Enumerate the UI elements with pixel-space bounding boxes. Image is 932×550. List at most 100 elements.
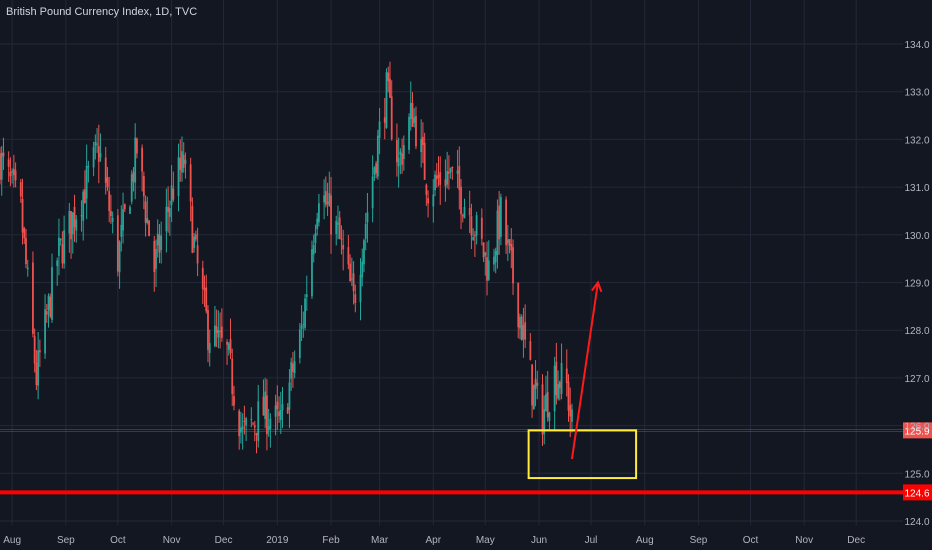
x-tick-label: Aug (636, 535, 654, 546)
candle-up (290, 357, 293, 391)
price-label-support: 124.6 (904, 488, 929, 499)
x-tick-label: Oct (743, 535, 759, 546)
arrow-shaft (570, 282, 599, 460)
candle-body (278, 411, 280, 416)
candle-down (262, 379, 265, 416)
candle-body (548, 412, 551, 421)
candle-up (446, 151, 449, 189)
candle-body (14, 170, 17, 181)
candle-up (75, 215, 78, 243)
candle-body (158, 234, 161, 253)
candle-up (146, 196, 149, 225)
candle-body (274, 405, 277, 417)
candle-up (361, 248, 364, 287)
candle-down (12, 154, 15, 188)
candle-body (316, 218, 319, 230)
candle-body (219, 331, 222, 333)
annotations[interactable] (527, 280, 638, 480)
candle-body (148, 220, 150, 237)
candle-down (49, 293, 52, 319)
x-tick-label: Nov (795, 535, 813, 546)
candle-down (354, 284, 357, 313)
candle-body (298, 329, 301, 359)
candle-body (519, 316, 521, 329)
candle-body (136, 138, 138, 154)
candle-body (122, 209, 124, 231)
candle-down (201, 260, 204, 305)
candle-down (435, 163, 438, 188)
candle-body (536, 382, 539, 386)
candle-body (279, 409, 282, 420)
candle-body (240, 427, 242, 433)
candle-down (229, 318, 232, 360)
candle-body (45, 311, 48, 315)
y-tick-label: 129.0 (904, 279, 929, 290)
candle-body (165, 206, 168, 232)
candle-down (292, 352, 294, 388)
candle-body (560, 363, 563, 394)
candle-up (359, 258, 362, 321)
candle-body (484, 252, 487, 256)
candle-body (44, 309, 46, 354)
candle-down (541, 374, 544, 446)
candle-body (364, 223, 367, 239)
candle-up (37, 331, 40, 400)
candle-down (524, 304, 527, 348)
candle-body (300, 325, 303, 329)
candle-body (545, 394, 547, 412)
candle-body (7, 159, 10, 167)
candle-up (184, 152, 187, 179)
candle-up (432, 179, 435, 223)
candle-up (366, 193, 369, 243)
x-tick-label: Nov (163, 535, 181, 546)
price-axis[interactable]: 124.0 125.0 126.0 127.0 128.0 129.0 130.0 131.0… (904, 40, 929, 528)
candle-up (56, 257, 59, 286)
candle-up (130, 170, 133, 205)
candle-body (120, 224, 123, 237)
candle-body (73, 206, 76, 228)
candle-down (286, 403, 289, 414)
candle-up (245, 416, 248, 442)
candle-down (136, 137, 138, 159)
horizontal-lines[interactable]: 124.6 125.9 (0, 422, 932, 501)
candle-down (338, 210, 341, 240)
candle-body (227, 343, 230, 350)
candle-body (63, 230, 66, 264)
candle-down (215, 309, 218, 348)
candle-body (108, 191, 111, 212)
candle-body (439, 172, 442, 185)
candle-down (383, 97, 386, 140)
candle-body (257, 401, 260, 441)
candle-body (231, 358, 234, 395)
candle-body (276, 401, 279, 410)
candle-body (97, 145, 100, 162)
candle-body (58, 237, 60, 256)
candle-down (498, 191, 501, 255)
candle-down (468, 190, 471, 233)
candle-body (266, 395, 268, 435)
candle-body (269, 418, 272, 429)
candle-body (2, 152, 5, 157)
candle-body (123, 204, 126, 210)
candle-body (324, 191, 327, 205)
candle-down (207, 305, 209, 363)
candle-body (378, 121, 381, 138)
candle-body (286, 407, 289, 414)
candle-body (194, 234, 197, 240)
candle-up (208, 329, 211, 367)
candle-up (11, 168, 14, 184)
time-axis[interactable]: Aug Sep Oct Nov Dec 2019 Feb Mar Apr May Jun Jul Aug… (3, 535, 865, 546)
candle-body (116, 215, 119, 272)
candle-body (529, 341, 532, 360)
candle-up (522, 307, 525, 358)
candle-down (25, 229, 27, 269)
candle-up (288, 369, 291, 429)
x-tick-label: Aug (3, 535, 21, 546)
candle-up (96, 128, 98, 153)
candle-up (328, 171, 331, 207)
candle-down (342, 229, 345, 271)
candle-down (142, 171, 145, 210)
candles[interactable] (0, 61, 573, 454)
candle-up (532, 384, 535, 410)
